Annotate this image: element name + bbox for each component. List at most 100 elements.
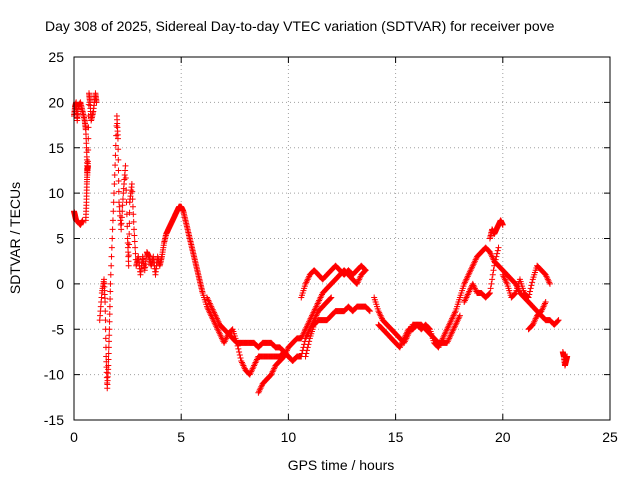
- x-tick-label: 20: [495, 429, 511, 445]
- series-N: [525, 299, 549, 333]
- data-point: [128, 181, 135, 188]
- data-point: [123, 211, 130, 218]
- data-point: [495, 244, 502, 251]
- data-point: [130, 218, 137, 225]
- data-point: [126, 220, 133, 227]
- data-point: [366, 308, 373, 315]
- series-G: [302, 303, 373, 360]
- data-point: [115, 146, 122, 153]
- data-point: [303, 347, 310, 354]
- data-point: [304, 344, 311, 351]
- series-C: [82, 162, 91, 224]
- data-point: [102, 335, 109, 342]
- data-point: [327, 295, 334, 302]
- data-point: [302, 353, 309, 360]
- data-point: [107, 280, 114, 287]
- data-point: [115, 188, 122, 195]
- data-point: [361, 266, 368, 273]
- x-axis-title: GPS time / hours: [288, 457, 395, 473]
- y-tick-label: -5: [52, 321, 65, 337]
- data-point: [119, 208, 126, 215]
- chart-title: Day 308 of 2025, Sidereal Day-to-day VTE…: [45, 18, 555, 34]
- data-point: [112, 152, 119, 159]
- x-tick-label: 25: [602, 429, 618, 445]
- data-point: [526, 291, 533, 298]
- data-point: [102, 317, 109, 324]
- data-point: [85, 124, 92, 131]
- data-point: [525, 294, 532, 301]
- data-point: [84, 162, 91, 169]
- data-point: [489, 276, 496, 283]
- data-point: [106, 311, 113, 318]
- y-tick-label: 0: [56, 276, 64, 292]
- y-tick-label: -15: [44, 412, 64, 428]
- data-point: [119, 196, 126, 203]
- data-point: [306, 338, 313, 345]
- data-point: [490, 267, 497, 274]
- data-point: [546, 280, 553, 287]
- data-point: [132, 244, 139, 251]
- data-point: [122, 162, 129, 169]
- series-H: [298, 262, 369, 301]
- data-point: [109, 235, 116, 242]
- data-point: [511, 290, 518, 297]
- data-point: [486, 289, 493, 296]
- data-point: [111, 171, 118, 178]
- y-tick-label: -10: [44, 367, 64, 383]
- data-point: [107, 296, 114, 302]
- data-point: [126, 230, 133, 237]
- data-point: [112, 162, 119, 169]
- data-point: [106, 338, 113, 345]
- ticks: 0 5 10 15 20 25 -15 -10 -5 0 5 10 15 20 25: [44, 49, 618, 445]
- series-J: [375, 312, 463, 351]
- data-point: [108, 262, 115, 269]
- data-point: [233, 339, 240, 346]
- data-point: [237, 354, 244, 361]
- y-tick-label: 25: [48, 49, 64, 65]
- data-point: [102, 299, 109, 306]
- data-point: [93, 99, 100, 106]
- data-point: [129, 203, 136, 210]
- data-point: [303, 350, 310, 357]
- data-point: [118, 214, 125, 221]
- data-point: [456, 312, 463, 319]
- data-point: [105, 344, 112, 351]
- data-point: [110, 208, 117, 215]
- data-point: [527, 285, 534, 292]
- data-point: [115, 178, 122, 185]
- data-point: [126, 241, 133, 248]
- series-O: [559, 348, 571, 369]
- data-point: [124, 223, 131, 230]
- data-point: [103, 369, 110, 376]
- data-point: [131, 238, 138, 245]
- data-point: [328, 294, 335, 301]
- data-point: [528, 282, 535, 289]
- x-tick-label: 0: [70, 429, 78, 445]
- data-point: [110, 199, 117, 206]
- data-point: [305, 341, 312, 348]
- y-tick-label: 10: [48, 185, 64, 201]
- data-point: [111, 181, 118, 188]
- series-B: [71, 208, 86, 228]
- data-point: [118, 226, 125, 233]
- x-tick-label: 10: [281, 429, 297, 445]
- plot-frame: [73, 56, 611, 421]
- y-tick-label: 15: [48, 140, 64, 156]
- data-point: [554, 317, 561, 324]
- data-point: [233, 339, 240, 346]
- data-point: [126, 209, 133, 216]
- data-point: [125, 252, 132, 259]
- data-point: [103, 353, 110, 360]
- data-point: [526, 288, 533, 295]
- data-point: [366, 307, 373, 314]
- data-point: [131, 226, 138, 233]
- data-points: [71, 90, 571, 396]
- data-point: [555, 317, 562, 324]
- data-point: [487, 285, 494, 292]
- data-point: [107, 271, 114, 278]
- data-point: [114, 135, 121, 142]
- data-point: [564, 353, 571, 360]
- data-point: [486, 290, 493, 297]
- data-point: [130, 211, 137, 218]
